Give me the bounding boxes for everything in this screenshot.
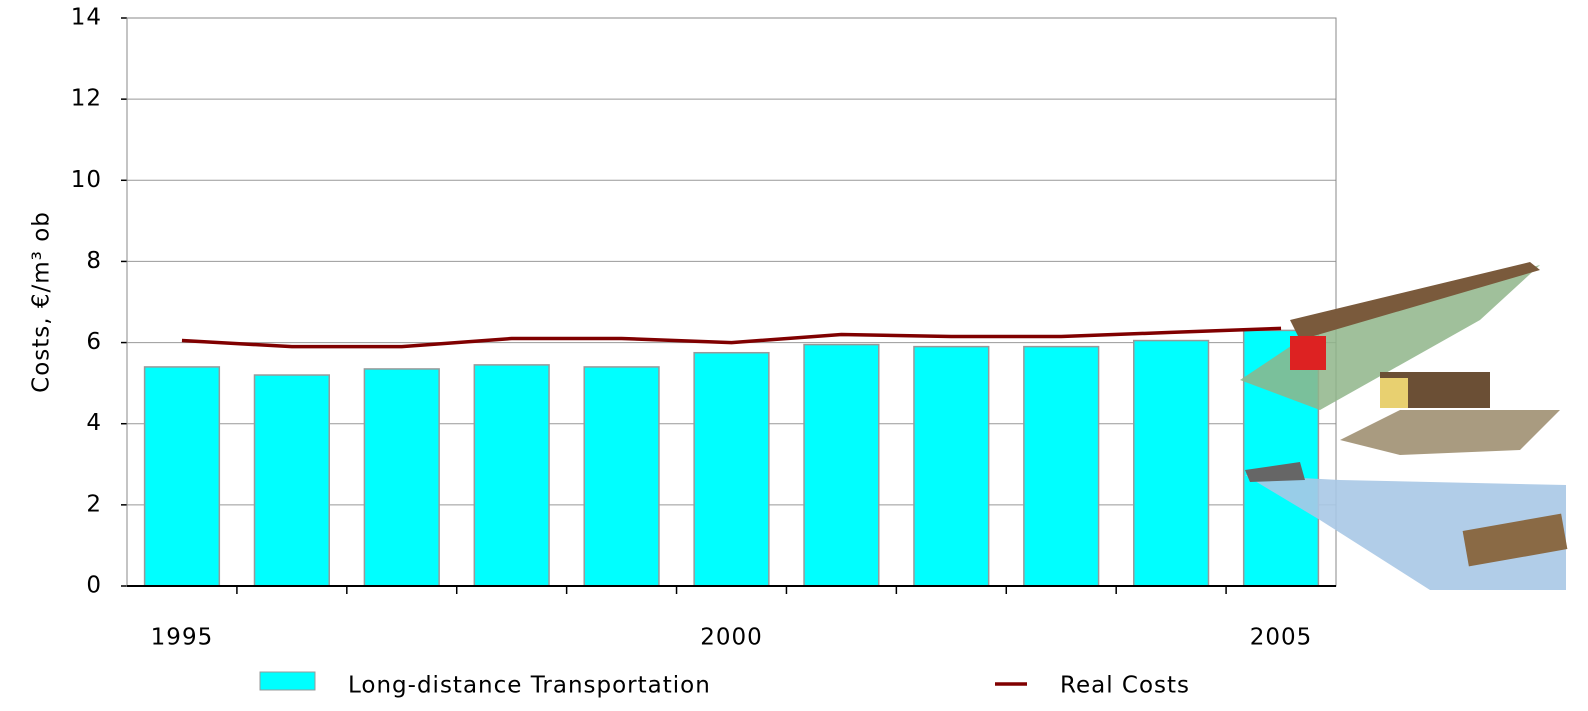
legend-swatch	[259, 671, 316, 691]
x-tick-label: 1995	[151, 625, 214, 651]
train-wagons	[1290, 262, 1540, 340]
boat	[1245, 462, 1305, 482]
y-tick-label: 14	[71, 5, 102, 31]
y-tick-label: 0	[86, 573, 102, 599]
bar	[363, 368, 440, 587]
road-field	[1340, 410, 1560, 455]
illustration	[1240, 262, 1568, 590]
bar	[583, 366, 660, 587]
y-tick-label: 12	[71, 86, 102, 112]
bar	[1023, 345, 1100, 587]
y-tick-label: 4	[86, 410, 102, 436]
legend-label: Real Costs	[1060, 673, 1190, 699]
y-tick-label: 6	[86, 329, 102, 355]
x-tick-label: 2000	[700, 625, 763, 651]
bar	[803, 343, 880, 587]
x-tick-label: 2005	[1250, 625, 1313, 651]
y-tick-label: 10	[71, 167, 102, 193]
y-tick-label: 8	[86, 248, 102, 274]
plot-area: 0 2 4 6 8 10 12 14 1995 2000 2005	[71, 5, 1337, 651]
bar	[913, 345, 990, 587]
locomotive	[1290, 336, 1326, 370]
legend: Long-distance Transportation Real Costs	[259, 671, 1190, 699]
bar	[693, 351, 770, 587]
bar	[253, 374, 330, 587]
bar	[143, 366, 221, 587]
bar	[1133, 339, 1210, 587]
rail-field	[1240, 265, 1540, 410]
truck-cab	[1380, 378, 1408, 408]
timber-raft	[1462, 513, 1568, 567]
line	[181, 326, 1282, 349]
bar	[473, 364, 550, 587]
y-axis-label: Costs, €/m³ ob	[29, 211, 55, 393]
legend-label: Long-distance Transportation	[348, 673, 711, 699]
y-tick-label: 2	[86, 491, 102, 517]
